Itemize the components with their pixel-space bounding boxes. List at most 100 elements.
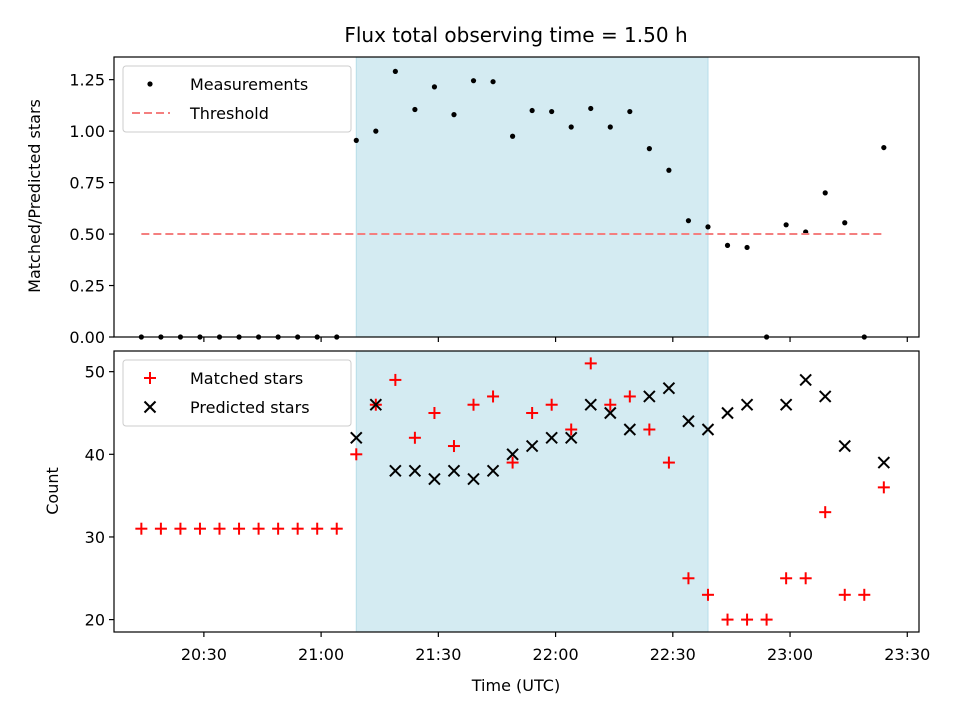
predicted-point bbox=[643, 390, 656, 403]
predicted-point-b bbox=[623, 423, 637, 436]
predicted-point bbox=[623, 423, 637, 436]
predicted-point bbox=[369, 398, 383, 411]
measurement-point bbox=[627, 108, 633, 115]
matched-point bbox=[506, 456, 519, 469]
measurement-point bbox=[509, 133, 516, 139]
matched-point bbox=[233, 522, 246, 535]
predicted-point-b bbox=[838, 439, 851, 453]
x-tick-label: 22:30 bbox=[650, 645, 696, 664]
matched-point bbox=[174, 522, 187, 535]
x-tick-label: 22:00 bbox=[533, 645, 579, 664]
predicted-point bbox=[604, 406, 617, 420]
x-tick-label: 20:30 bbox=[181, 645, 227, 664]
predicted-point-b bbox=[486, 464, 500, 478]
top-shaded-region bbox=[355, 56, 709, 338]
top-y-tick-label: 0.25 bbox=[69, 277, 105, 296]
predicted-point-b bbox=[428, 472, 441, 486]
predicted-point-b bbox=[467, 472, 480, 486]
measurement-point bbox=[744, 244, 750, 251]
measurement-point bbox=[705, 224, 711, 230]
measurement-point bbox=[451, 112, 457, 118]
predicted-point bbox=[565, 431, 578, 444]
matched-point bbox=[623, 390, 636, 403]
measurement-point bbox=[392, 68, 398, 75]
matched-point bbox=[819, 506, 832, 519]
measurement-point bbox=[412, 106, 418, 113]
matched-point bbox=[428, 406, 441, 419]
x-tick-label: 23:30 bbox=[884, 645, 930, 664]
matched-point bbox=[643, 423, 656, 436]
predicted-point-b bbox=[701, 423, 715, 436]
predicted-point bbox=[819, 390, 832, 403]
predicted-point bbox=[721, 406, 734, 420]
predicted-point-b bbox=[584, 398, 597, 411]
bottom-legend: Matched stars Predicted stars bbox=[122, 359, 352, 427]
predicted-point-b bbox=[877, 456, 891, 469]
matched-point bbox=[526, 406, 539, 419]
predicted-point-b bbox=[662, 381, 676, 395]
matched-point bbox=[291, 522, 304, 535]
matched-point bbox=[780, 572, 793, 585]
matched-point bbox=[799, 572, 812, 585]
measurement-point bbox=[490, 79, 496, 85]
top-y-tick-label: 0.50 bbox=[69, 225, 105, 244]
predicted-point bbox=[838, 439, 851, 453]
x-tick-label: 21:00 bbox=[298, 645, 344, 664]
matched-point bbox=[408, 431, 421, 444]
predicted-point-b bbox=[682, 415, 695, 428]
matched-point bbox=[838, 588, 851, 601]
bottom-panel: 20 30 40 50 20:30 21:00 21:30 22:00 22:30 23:00 23… bbox=[85, 350, 930, 664]
bottom-y-axis-label: Count bbox=[43, 467, 62, 515]
predicted-point bbox=[428, 472, 441, 486]
predicted-point bbox=[701, 423, 715, 436]
legend-label-measurements: Measurements bbox=[190, 75, 308, 94]
predicted-point-b bbox=[721, 406, 734, 420]
measurement-point bbox=[529, 107, 535, 114]
top-y-tick-label: 1.25 bbox=[69, 71, 105, 90]
predicted-point bbox=[662, 381, 676, 395]
chart-title: Flux total observing time = 1.50 h bbox=[344, 23, 687, 47]
matched-point bbox=[584, 357, 597, 370]
predicted-point bbox=[408, 464, 422, 478]
predicted-point-b bbox=[799, 373, 812, 387]
predicted-point-b bbox=[350, 431, 363, 444]
predicted-point-b bbox=[779, 398, 793, 411]
measurement-point bbox=[549, 108, 555, 115]
matched-point bbox=[311, 522, 324, 535]
top-y-tick-label: 1.00 bbox=[69, 122, 105, 141]
predicted-point bbox=[447, 464, 461, 478]
bottom-y-tick-label: 20 bbox=[85, 611, 105, 630]
legend-predicted-marker-b bbox=[143, 400, 157, 414]
predicted-point bbox=[799, 373, 812, 387]
matched-point bbox=[662, 456, 675, 469]
predicted-point bbox=[545, 431, 558, 444]
measurement-point bbox=[470, 78, 477, 84]
measurement-point bbox=[353, 137, 359, 143]
predicted-point-b bbox=[369, 398, 383, 411]
top-y-tick-label: 0.00 bbox=[69, 328, 105, 347]
predicted-point bbox=[350, 431, 363, 444]
bottom-legend-box bbox=[122, 359, 352, 427]
top-legend: Measurements Threshold bbox=[122, 65, 352, 133]
legend-measurements-marker bbox=[147, 81, 153, 87]
predicted-point bbox=[682, 415, 695, 428]
legend-label-matched-stars: Matched stars bbox=[190, 369, 303, 388]
bottom-y-tick-label: 40 bbox=[85, 445, 105, 464]
bottom-axes-frame bbox=[113, 350, 920, 633]
x-tick-label: 23:00 bbox=[767, 645, 813, 664]
matched-point bbox=[741, 613, 754, 626]
x-axis-label: Time (UTC) bbox=[471, 676, 560, 695]
predicted-point-b bbox=[819, 390, 832, 403]
legend-label-predicted-stars: Predicted stars bbox=[190, 398, 310, 417]
measurement-point bbox=[568, 124, 574, 130]
x-tick-label: 21:30 bbox=[415, 645, 461, 664]
measurement-point bbox=[842, 220, 848, 226]
predicted-point bbox=[525, 439, 539, 453]
top-panel: 0.00 0.25 0.50 0.75 1.00 1.25 Measurements Thre… bbox=[69, 56, 920, 347]
top-axes-frame bbox=[113, 56, 920, 338]
matched-point bbox=[701, 588, 714, 601]
measurement-point bbox=[783, 222, 789, 228]
matched-point bbox=[545, 398, 558, 411]
top-y-axis-label: Matched/Predicted stars bbox=[25, 99, 44, 293]
